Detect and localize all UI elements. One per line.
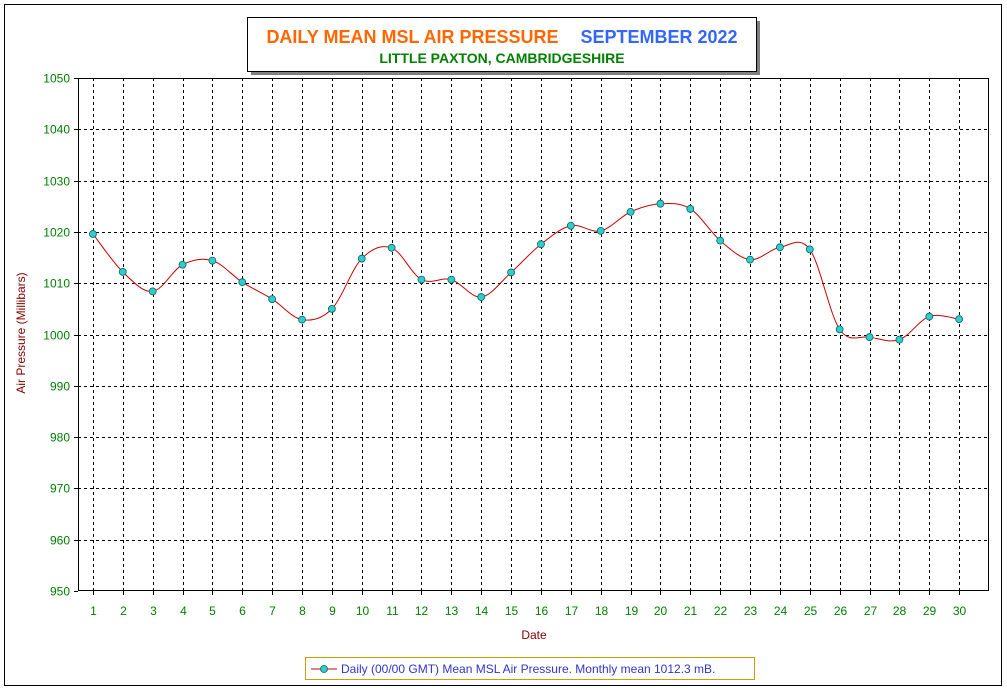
x-tick-label: 12 [415, 604, 429, 618]
x-tick-label: 28 [893, 604, 907, 618]
x-tick-label: 22 [714, 604, 728, 618]
data-point [746, 255, 754, 264]
y-tick-label: 1050 [43, 72, 70, 86]
x-tick-label: 11 [386, 604, 399, 618]
series-layer [89, 199, 964, 344]
y-axis-title: Air Pressure (Millibars) [14, 272, 28, 393]
data-point [626, 207, 635, 216]
title-box: DAILY MEAN MSL AIR PRESSURE SEPTEMBER 202… [247, 17, 760, 75]
data-point [596, 226, 605, 235]
data-point [805, 245, 814, 254]
legend-frame [305, 657, 755, 680]
x-tick-label: 16 [535, 604, 549, 618]
data-point [716, 236, 725, 245]
y-tick-label: 990 [50, 380, 70, 394]
data-point [417, 275, 426, 284]
y-tick-label: 950 [50, 585, 70, 599]
legend: Daily (00/00 GMT) Mean MSL Air Pressure.… [305, 657, 755, 680]
x-tick-label: 27 [864, 604, 878, 618]
x-tick-label: 13 [445, 604, 459, 618]
x-tick-label: 24 [774, 604, 788, 618]
x-tick-label: 14 [475, 604, 489, 618]
data-point [238, 278, 247, 287]
data-point [925, 312, 934, 321]
gridlines [78, 78, 989, 591]
x-tick-label: 4 [180, 604, 187, 618]
plot-frame [78, 78, 989, 591]
legend-label: Daily (00/00 GMT) Mean MSL Air Pressure.… [341, 662, 715, 676]
data-point [178, 260, 187, 269]
data-point [357, 254, 366, 263]
plot-area [78, 78, 989, 591]
x-tick-label: 3 [150, 604, 157, 618]
x-tick-label: 17 [565, 604, 579, 618]
x-axis-ticks: 1 2 3 4 5 6 7 8 9 10 11 12 13 14 15 16 17 18 19 20 21 22 23 24 2… [90, 591, 966, 618]
title-main: DAILY MEAN MSL AIR PRESSURE [266, 27, 558, 47]
x-tick-label: 23 [744, 604, 758, 618]
title-period: SEPTEMBER 2022 [581, 27, 738, 47]
x-tick-label: 7 [269, 604, 276, 618]
data-point [566, 221, 575, 230]
y-tick-label: 1020 [43, 226, 70, 240]
x-tick-label: 2 [120, 604, 127, 618]
y-tick-label: 1030 [43, 175, 70, 189]
x-tick-label: 19 [625, 604, 639, 618]
y-tick-label: 980 [50, 431, 70, 445]
data-point [477, 293, 486, 301]
x-tick-label: 6 [239, 604, 246, 618]
data-point [268, 295, 277, 304]
x-tick-label: 25 [804, 604, 818, 618]
data-point [507, 268, 515, 277]
title-box-frame [247, 17, 757, 72]
y-tick-label: 970 [50, 482, 70, 496]
y-tick-label: 1000 [43, 329, 70, 343]
y-tick-label: 960 [50, 534, 70, 548]
data-point [835, 325, 844, 334]
data-point [686, 204, 695, 213]
y-tick-label: 1010 [43, 277, 70, 291]
data-point [776, 243, 784, 252]
data-point [327, 304, 336, 313]
chart-title: DAILY MEAN MSL AIR PRESSURE SEPTEMBER 202… [266, 27, 737, 47]
data-point [298, 315, 306, 324]
x-tick-label: 8 [299, 604, 306, 618]
x-tick-label: 1 [90, 604, 97, 618]
x-tick-label: 21 [684, 604, 698, 618]
data-point [955, 315, 964, 324]
data-point [537, 240, 545, 249]
x-tick-label: 26 [834, 604, 848, 618]
data-point [148, 287, 157, 296]
data-point [118, 268, 127, 276]
legend-marker-swatch [320, 665, 328, 673]
x-tick-label: 20 [654, 604, 668, 618]
x-tick-label: 9 [329, 604, 336, 618]
x-axis-title: Date [521, 628, 547, 642]
chart-subtitle: LITTLE PAXTON, CAMBRIDGESHIRE [379, 50, 624, 66]
x-tick-label: 5 [209, 604, 216, 618]
x-tick-label: 29 [923, 604, 937, 618]
data-point [387, 243, 396, 252]
x-tick-label: 15 [505, 604, 519, 618]
x-tick-label: 18 [595, 604, 609, 618]
x-tick-label: 30 [953, 604, 967, 618]
data-point [895, 335, 904, 344]
y-axis-ticks: 950 960 970 980 990 1000 1010 1020 1030 1040 1050 [43, 72, 78, 599]
y-tick-label: 1040 [43, 123, 70, 137]
x-tick-label: 10 [356, 604, 370, 618]
data-point [447, 275, 456, 284]
data-point [865, 333, 874, 341]
data-point [656, 199, 665, 208]
axes [78, 78, 989, 591]
data-point [208, 256, 217, 265]
data-point [89, 230, 97, 238]
